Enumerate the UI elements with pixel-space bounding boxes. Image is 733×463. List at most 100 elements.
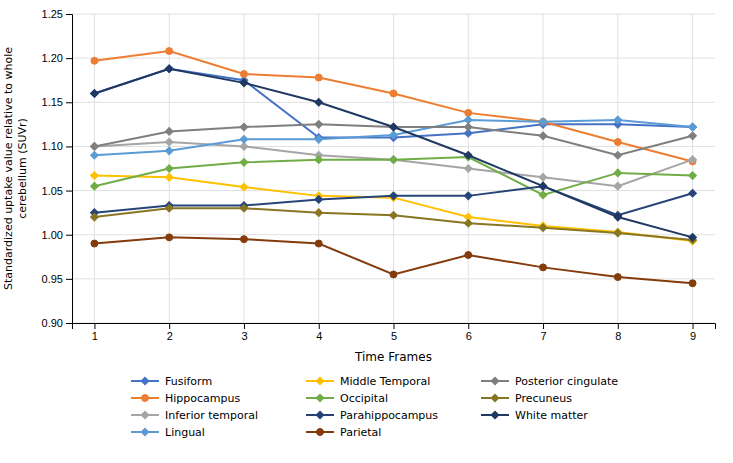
marker: [91, 240, 98, 247]
legend-label: Fusiform: [165, 375, 212, 388]
marker: [390, 123, 398, 131]
tick-mark: [66, 146, 72, 147]
marker: [165, 65, 173, 73]
marker: [166, 48, 173, 55]
tick-mark: [618, 323, 619, 329]
marker: [614, 229, 622, 237]
tick: 0.95: [42, 273, 72, 285]
tick: 3: [241, 323, 247, 342]
tick-label: 1.00: [42, 229, 63, 241]
marker: [165, 147, 173, 155]
grid-line: [72, 146, 715, 147]
legend-item: Parietal: [306, 426, 381, 439]
marker: [464, 151, 472, 159]
marker: [614, 274, 621, 281]
tick-label: 9: [690, 330, 696, 342]
legend-item: Lingual: [131, 426, 205, 439]
marker: [91, 90, 99, 98]
tick-mark: [543, 323, 544, 329]
marker: [465, 252, 472, 259]
tick-label: 0.95: [42, 273, 63, 285]
axis-line: [66, 15, 73, 324]
tick-mark: [94, 323, 95, 329]
grid-line: [318, 14, 319, 323]
tick-mark: [169, 323, 170, 329]
tick: 2: [167, 323, 173, 342]
tick-label: 3: [241, 330, 247, 342]
plot-area: 1234567890.900.951.001.051.101.151.201.2…: [42, 8, 716, 439]
legend: FusiformHippocampusInferior temporalLing…: [131, 375, 618, 439]
legend-label: White matter: [515, 409, 588, 422]
marker: [240, 204, 248, 212]
marker: [390, 211, 398, 219]
marker: [689, 123, 697, 131]
legend-item: Middle Temporal: [306, 375, 430, 388]
tick-label: 1.15: [42, 96, 63, 108]
marker: [539, 224, 547, 232]
marker: [165, 138, 173, 146]
line: [94, 51, 692, 161]
series: [91, 138, 697, 190]
tick: 1.05: [42, 185, 72, 197]
legend-item: Inferior temporal: [131, 409, 258, 422]
legend-item: Precuneus: [481, 392, 572, 405]
legend-item: Fusiform: [131, 375, 212, 388]
tick: 1.00: [42, 229, 72, 241]
marker: [240, 183, 248, 191]
legend-marker: [317, 429, 324, 436]
marker: [689, 189, 697, 197]
grid-line: [72, 14, 715, 15]
tick-mark: [244, 323, 245, 329]
series: [91, 153, 697, 199]
marker: [689, 132, 697, 140]
tick: 0.90: [42, 317, 72, 329]
tick-label: 2: [167, 330, 173, 342]
series: [91, 116, 697, 159]
marker: [165, 173, 173, 181]
series: [91, 120, 697, 159]
marker: [390, 271, 397, 278]
tick-mark: [693, 323, 694, 329]
marker: [464, 219, 472, 227]
series: [91, 234, 696, 287]
marker: [689, 123, 697, 131]
tick-mark: [66, 191, 72, 192]
legend-marker: [141, 377, 149, 385]
legend-marker: [316, 411, 324, 419]
line: [94, 69, 692, 138]
tick: 6: [466, 323, 472, 342]
marker: [390, 192, 398, 200]
tick-label: 0.90: [42, 317, 63, 329]
tick: 5: [391, 323, 397, 342]
legend-item: Parahippocampus: [306, 409, 438, 422]
tick-mark: [66, 323, 72, 324]
tick-label: 8: [615, 330, 621, 342]
y-axis-title: Standardized uptake value relative to wh…: [2, 47, 29, 290]
tick-label: 5: [391, 330, 397, 342]
tick: 1.25: [42, 8, 72, 20]
tick-mark: [319, 323, 320, 329]
tick: 1.10: [42, 140, 72, 152]
marker: [539, 173, 547, 181]
line: [94, 176, 692, 241]
marker: [390, 156, 398, 164]
legend-label: Precuneus: [515, 392, 572, 405]
marker: [91, 143, 99, 151]
marker: [539, 118, 547, 126]
marker: [240, 236, 247, 243]
tick: 7: [540, 323, 546, 342]
tick-mark: [394, 323, 395, 329]
tick: 4: [316, 323, 322, 342]
marker: [165, 204, 173, 212]
marker: [315, 135, 323, 143]
legend-label: Inferior temporal: [165, 409, 258, 422]
marker: [240, 158, 248, 166]
marker: [390, 90, 397, 97]
legend-label: Middle Temporal: [340, 375, 430, 388]
marker: [464, 192, 472, 200]
marker: [91, 143, 99, 151]
marker: [390, 131, 398, 139]
marker: [240, 79, 248, 87]
tick-mark: [66, 235, 72, 236]
legend-marker: [316, 394, 324, 402]
